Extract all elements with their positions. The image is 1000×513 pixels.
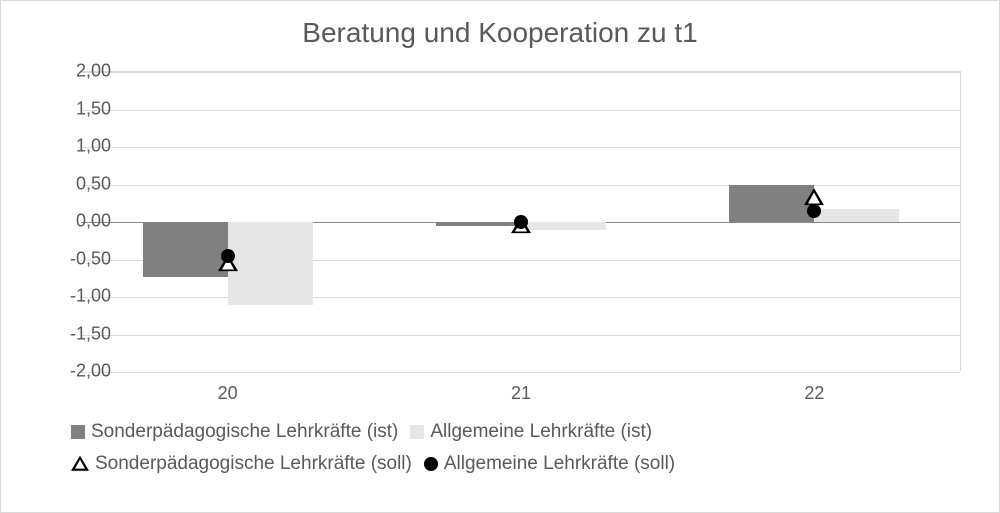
legend-row-2: Sonderpädagogische Lehrkräfte (soll) All… — [71, 453, 931, 475]
marker-circle-cat20 — [221, 249, 235, 263]
legend-label-1: Sonderpädagogische Lehrkräfte (ist) — [91, 421, 398, 443]
bar-series2-cat22 — [814, 209, 899, 222]
legend-label-4: Allgemeine Lehrkräfte (soll) — [444, 453, 675, 475]
y-tick-label: 0,50 — [51, 173, 111, 194]
legend-label-3: Sonderpädagogische Lehrkräfte (soll) — [95, 453, 412, 475]
legend-circle-icon — [424, 457, 438, 471]
legend-swatch-2 — [410, 425, 424, 439]
bar-series1-cat21 — [436, 222, 521, 226]
plot-area — [81, 71, 961, 371]
gridline — [81, 110, 960, 111]
bar-series1-cat20 — [143, 222, 228, 277]
y-tick-label: -1,50 — [51, 323, 111, 344]
legend-item-bar2: Allgemeine Lehrkräfte (ist) — [410, 421, 652, 443]
y-tick-label: 0,00 — [51, 211, 111, 232]
legend-item-bar1: Sonderpädagogische Lehrkräfte (ist) — [71, 421, 398, 443]
chart-frame: Beratung und Kooperation zu t1 2,00 1,50 1… — [0, 0, 1000, 513]
x-tick-label-20: 20 — [218, 383, 238, 404]
x-tick-label-22: 22 — [804, 383, 824, 404]
legend-swatch-1 — [71, 425, 85, 439]
y-tick-label: -2,00 — [51, 361, 111, 382]
y-tick-label: 1,00 — [51, 136, 111, 157]
y-tick-label: -1,00 — [51, 286, 111, 307]
gridline — [81, 72, 960, 73]
bar-series2-cat21 — [521, 222, 606, 230]
legend: Sonderpädagogische Lehrkräfte (ist) Allg… — [71, 421, 931, 485]
marker-circle-cat22 — [807, 204, 821, 218]
legend-triangle-icon — [71, 456, 89, 472]
bar-series2-cat20 — [228, 222, 313, 305]
y-tick-label: 1,50 — [51, 98, 111, 119]
bar-series1-cat22 — [729, 185, 814, 223]
gridline — [81, 335, 960, 336]
gridline — [81, 297, 960, 298]
x-tick-label-21: 21 — [511, 383, 531, 404]
marker-circle-cat21 — [514, 215, 528, 229]
y-tick-label: -0,50 — [51, 248, 111, 269]
gridline — [81, 185, 960, 186]
legend-item-marker1: Sonderpädagogische Lehrkräfte (soll) — [71, 453, 412, 475]
marker-triangle-fill-cat22 — [808, 193, 820, 204]
legend-label-2: Allgemeine Lehrkräfte (ist) — [430, 421, 652, 443]
gridline — [81, 372, 960, 373]
legend-item-marker2: Allgemeine Lehrkräfte (soll) — [424, 453, 675, 475]
legend-row-1: Sonderpädagogische Lehrkräfte (ist) Allg… — [71, 421, 931, 443]
chart-title: Beratung und Kooperation zu t1 — [1, 17, 999, 49]
y-tick-label: 2,00 — [51, 61, 111, 82]
gridline — [81, 147, 960, 148]
